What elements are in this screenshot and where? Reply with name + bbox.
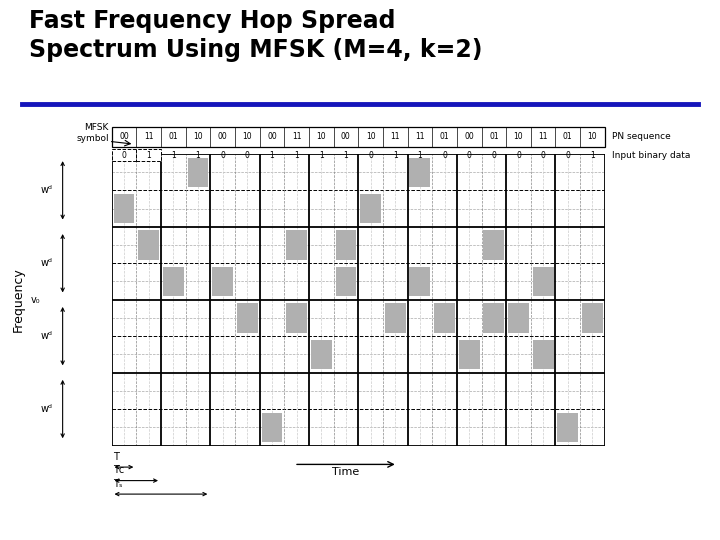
- Bar: [459, 340, 480, 369]
- Text: 10: 10: [588, 132, 598, 141]
- Bar: [384, 303, 405, 333]
- Text: 1: 1: [319, 151, 323, 160]
- Text: 01: 01: [440, 132, 449, 141]
- Text: Fast Frequency Hop Spread
Spectrum Using MFSK (M=4, k=2): Fast Frequency Hop Spread Spectrum Using…: [29, 9, 482, 62]
- Text: 10: 10: [193, 132, 203, 141]
- Text: 0: 0: [245, 151, 250, 160]
- Text: 10: 10: [513, 132, 523, 141]
- Text: 0: 0: [122, 151, 127, 160]
- Text: MFSK
symbol: MFSK symbol: [76, 123, 109, 143]
- Bar: [286, 303, 307, 333]
- Text: 00: 00: [119, 132, 129, 141]
- Text: 1: 1: [294, 151, 299, 160]
- Text: 1: 1: [590, 151, 595, 160]
- Text: 1: 1: [418, 151, 422, 160]
- Text: 11: 11: [390, 132, 400, 141]
- Text: 1: 1: [393, 151, 397, 160]
- Bar: [114, 194, 135, 223]
- Text: 1: 1: [146, 151, 151, 160]
- Text: 11: 11: [292, 132, 301, 141]
- Text: 10: 10: [243, 132, 252, 141]
- Text: T: T: [113, 451, 119, 462]
- Bar: [508, 303, 529, 333]
- Text: 01: 01: [563, 132, 572, 141]
- Text: 00: 00: [464, 132, 474, 141]
- Text: PN sequence: PN sequence: [612, 132, 671, 141]
- Text: 1: 1: [196, 151, 200, 160]
- Bar: [360, 194, 381, 223]
- Text: 11: 11: [539, 132, 548, 141]
- Bar: [533, 267, 554, 296]
- Bar: [533, 340, 554, 369]
- Bar: [187, 158, 208, 187]
- Bar: [163, 267, 184, 296]
- Text: 0: 0: [541, 151, 546, 160]
- Text: Time: Time: [332, 467, 359, 477]
- Text: 1: 1: [269, 151, 274, 160]
- Text: 01: 01: [168, 132, 178, 141]
- Text: 0: 0: [516, 151, 521, 160]
- Bar: [434, 303, 455, 333]
- Text: 00: 00: [341, 132, 351, 141]
- Text: v₀: v₀: [30, 295, 40, 305]
- Text: 0: 0: [368, 151, 373, 160]
- Text: 0: 0: [220, 151, 225, 160]
- Text: 10: 10: [366, 132, 375, 141]
- Text: wᵈ: wᵈ: [41, 404, 53, 414]
- Text: 1: 1: [343, 151, 348, 160]
- Text: 0: 0: [442, 151, 447, 160]
- Bar: [336, 231, 356, 260]
- Text: 01: 01: [489, 132, 499, 141]
- Text: 0: 0: [491, 151, 496, 160]
- Bar: [237, 303, 258, 333]
- Text: wᵈ: wᵈ: [41, 258, 53, 268]
- Text: 10: 10: [316, 132, 326, 141]
- Bar: [557, 413, 578, 442]
- Bar: [483, 231, 504, 260]
- Text: 1: 1: [171, 151, 176, 160]
- Text: 11: 11: [415, 132, 425, 141]
- Bar: [261, 413, 282, 442]
- Text: 0: 0: [565, 151, 570, 160]
- Bar: [212, 267, 233, 296]
- Bar: [311, 340, 332, 369]
- Text: Frequency: Frequency: [12, 267, 24, 332]
- Text: wᵈ: wᵈ: [41, 185, 53, 195]
- Bar: [138, 231, 159, 260]
- Bar: [410, 267, 431, 296]
- Text: Tₛ: Tₛ: [113, 478, 122, 489]
- Bar: [410, 158, 431, 187]
- Bar: [582, 303, 603, 333]
- Bar: [336, 267, 356, 296]
- Text: 0: 0: [467, 151, 472, 160]
- Text: 00: 00: [217, 132, 228, 141]
- Text: wᵈ: wᵈ: [41, 331, 53, 341]
- Bar: [286, 231, 307, 260]
- Text: Input binary data: Input binary data: [612, 151, 690, 160]
- Bar: [483, 303, 504, 333]
- Text: Tᴄ: Tᴄ: [113, 465, 125, 475]
- Text: 00: 00: [267, 132, 276, 141]
- Text: 11: 11: [144, 132, 153, 141]
